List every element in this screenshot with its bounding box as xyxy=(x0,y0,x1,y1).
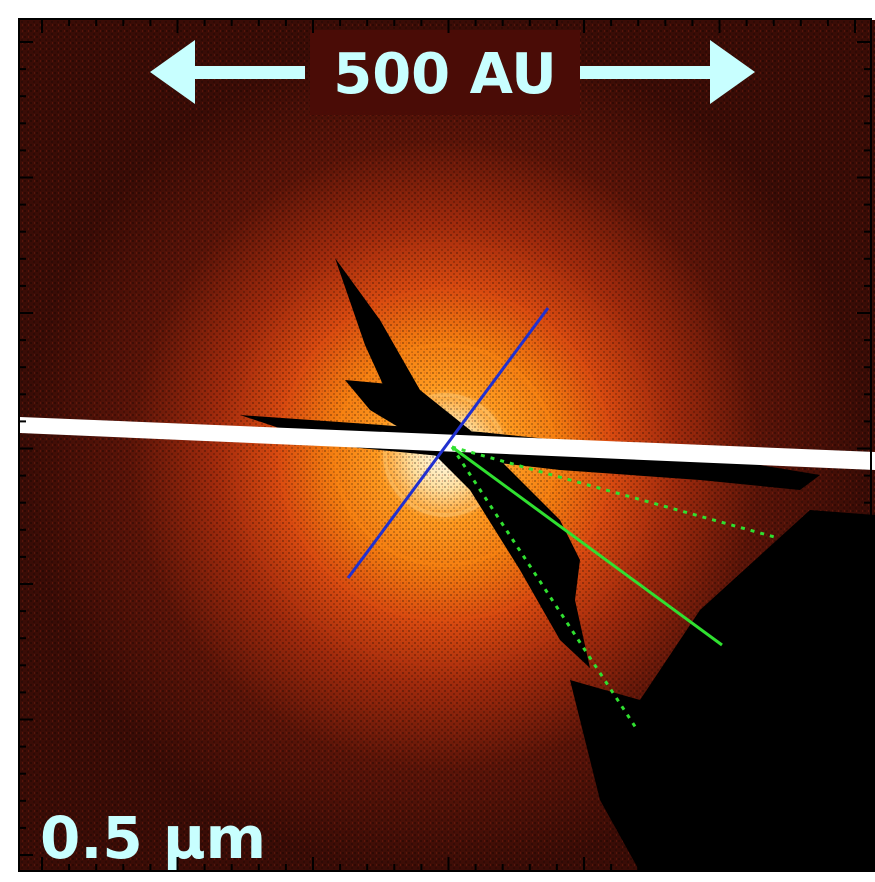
scale-label: 500 AU xyxy=(333,42,556,107)
wavelength-label: 0.5 μm xyxy=(40,804,266,872)
image-field: 500 AU 0.5 μm xyxy=(20,20,875,872)
image: 500 AU 0.5 μm xyxy=(0,0,875,882)
page: 500 AU 0.5 μm (() => { const data = JSON… xyxy=(0,0,875,882)
